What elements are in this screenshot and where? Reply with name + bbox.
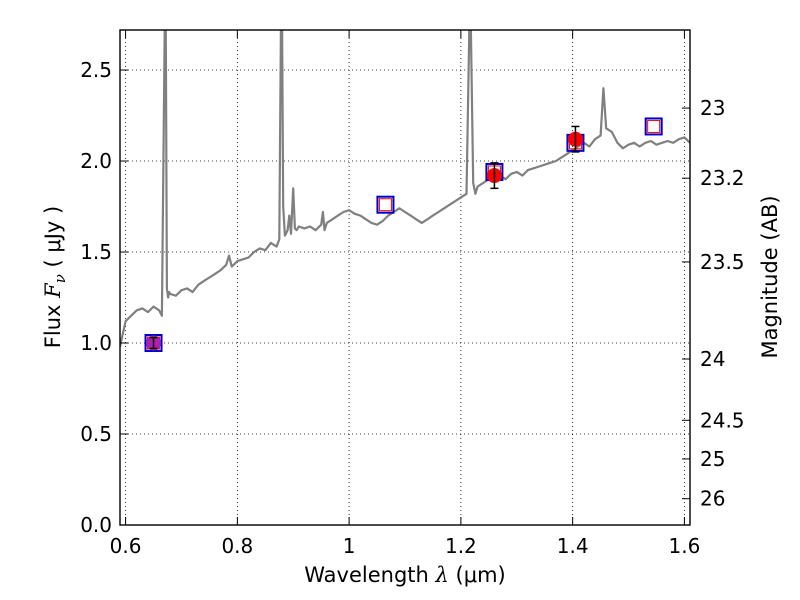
y-axis-label-unit: ( μJy ) — [41, 206, 65, 268]
x-tick-label: 1.2 — [445, 534, 477, 558]
y-tick-label: 2.5 — [80, 58, 112, 82]
x-tick-label: 1 — [343, 534, 356, 558]
x-axis-label-symbol: λ — [435, 563, 449, 587]
y2-axis-label: Magnitude (AB) — [758, 195, 782, 358]
y-tick-label: 1.5 — [80, 240, 112, 264]
x-axis-label-unit: (μm) — [456, 563, 506, 587]
plot-background — [120, 30, 690, 525]
model-point-inner — [647, 119, 661, 133]
y2-tick-label: 23.2 — [700, 166, 745, 190]
axis-ticks: 0.6 0.8 1 1.2 1.4 1.6 0.0 0.5 1.0 1.5 2.0 2.5 23 23.2… — [80, 30, 745, 558]
y-axis-label-text: Flux — [41, 305, 65, 349]
y2-tick-label: 23 — [700, 96, 725, 120]
x-axis-label-text: Wavelength — [304, 563, 429, 587]
x-tick-label: 1.4 — [557, 534, 589, 558]
model-point-outer — [376, 195, 395, 214]
y2-tick-label: 24 — [700, 347, 725, 371]
x-axis-label: Wavelength λ (μm) — [304, 563, 505, 587]
y2-tick-label: 24.5 — [700, 408, 745, 432]
y2-tick-label: 25 — [700, 447, 725, 471]
y2-tick-label: 26 — [700, 487, 725, 511]
y-tick-label: 2.0 — [80, 149, 112, 173]
model-point-inner — [378, 198, 392, 212]
y-axis-label-subscript: ν — [51, 274, 69, 283]
plot-frame — [119, 29, 691, 526]
y-tick-label: 0.0 — [80, 513, 112, 537]
model-point-outer — [144, 334, 163, 353]
x-tick-label: 1.6 — [669, 534, 701, 558]
x-tick-label: 0.6 — [110, 534, 142, 558]
y-tick-label: 1.0 — [80, 331, 112, 355]
y2-tick-label: 23.5 — [700, 250, 745, 274]
y-axis-label-symbol: F — [41, 282, 65, 299]
y-axis-label: Flux Fν ( μJy ) — [41, 206, 69, 348]
model-point-outer — [644, 117, 663, 136]
y-tick-label: 0.5 — [80, 422, 112, 446]
plot-area — [120, 30, 690, 353]
x-tick-label: 0.8 — [221, 534, 253, 558]
